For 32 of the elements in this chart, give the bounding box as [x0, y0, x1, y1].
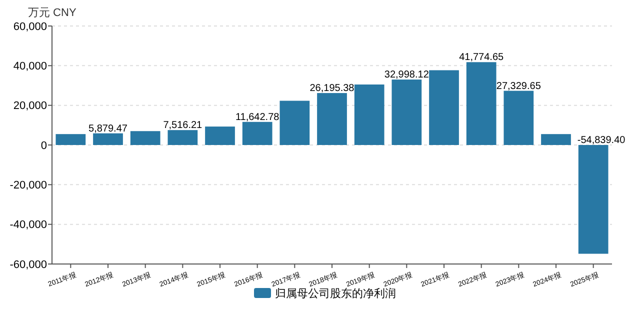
- data-label: 27,329.65: [496, 80, 542, 92]
- y-axis-title: 万元 CNY: [28, 7, 77, 19]
- y-tick-label: 60,000: [13, 20, 47, 33]
- bar: [466, 62, 496, 145]
- data-label: 11,642.78: [235, 112, 280, 123]
- y-tick-label: 40,000: [13, 60, 47, 73]
- bar: [317, 93, 347, 145]
- data-label: -54,839.40: [577, 135, 626, 146]
- bar: [354, 84, 384, 145]
- bar: [205, 126, 235, 145]
- y-tick-label: 0: [40, 140, 47, 152]
- bar: [56, 134, 86, 145]
- y-tick-label: -60,000: [10, 258, 47, 271]
- bar: [93, 133, 123, 145]
- bar: [578, 145, 608, 254]
- bar: [130, 131, 160, 145]
- data-label: 7,516.21: [163, 120, 203, 132]
- data-label: 5,879.47: [88, 123, 128, 134]
- bar: [504, 90, 534, 145]
- bar: [541, 134, 571, 145]
- bar: [242, 122, 272, 145]
- bar: [392, 80, 422, 145]
- y-tick-label: -20,000: [10, 180, 47, 192]
- data-label: 41,774.65: [459, 52, 504, 64]
- legend-label: 归属母公司股东的净利润: [275, 286, 396, 300]
- y-tick-label: 20,000: [13, 100, 47, 112]
- y-tick-label: -40,000: [10, 219, 47, 232]
- bar: [168, 130, 198, 145]
- data-label: 32,998.12: [384, 70, 430, 81]
- data-label: 26,195.38: [310, 83, 355, 94]
- bar: [280, 100, 310, 145]
- bar: [429, 70, 459, 145]
